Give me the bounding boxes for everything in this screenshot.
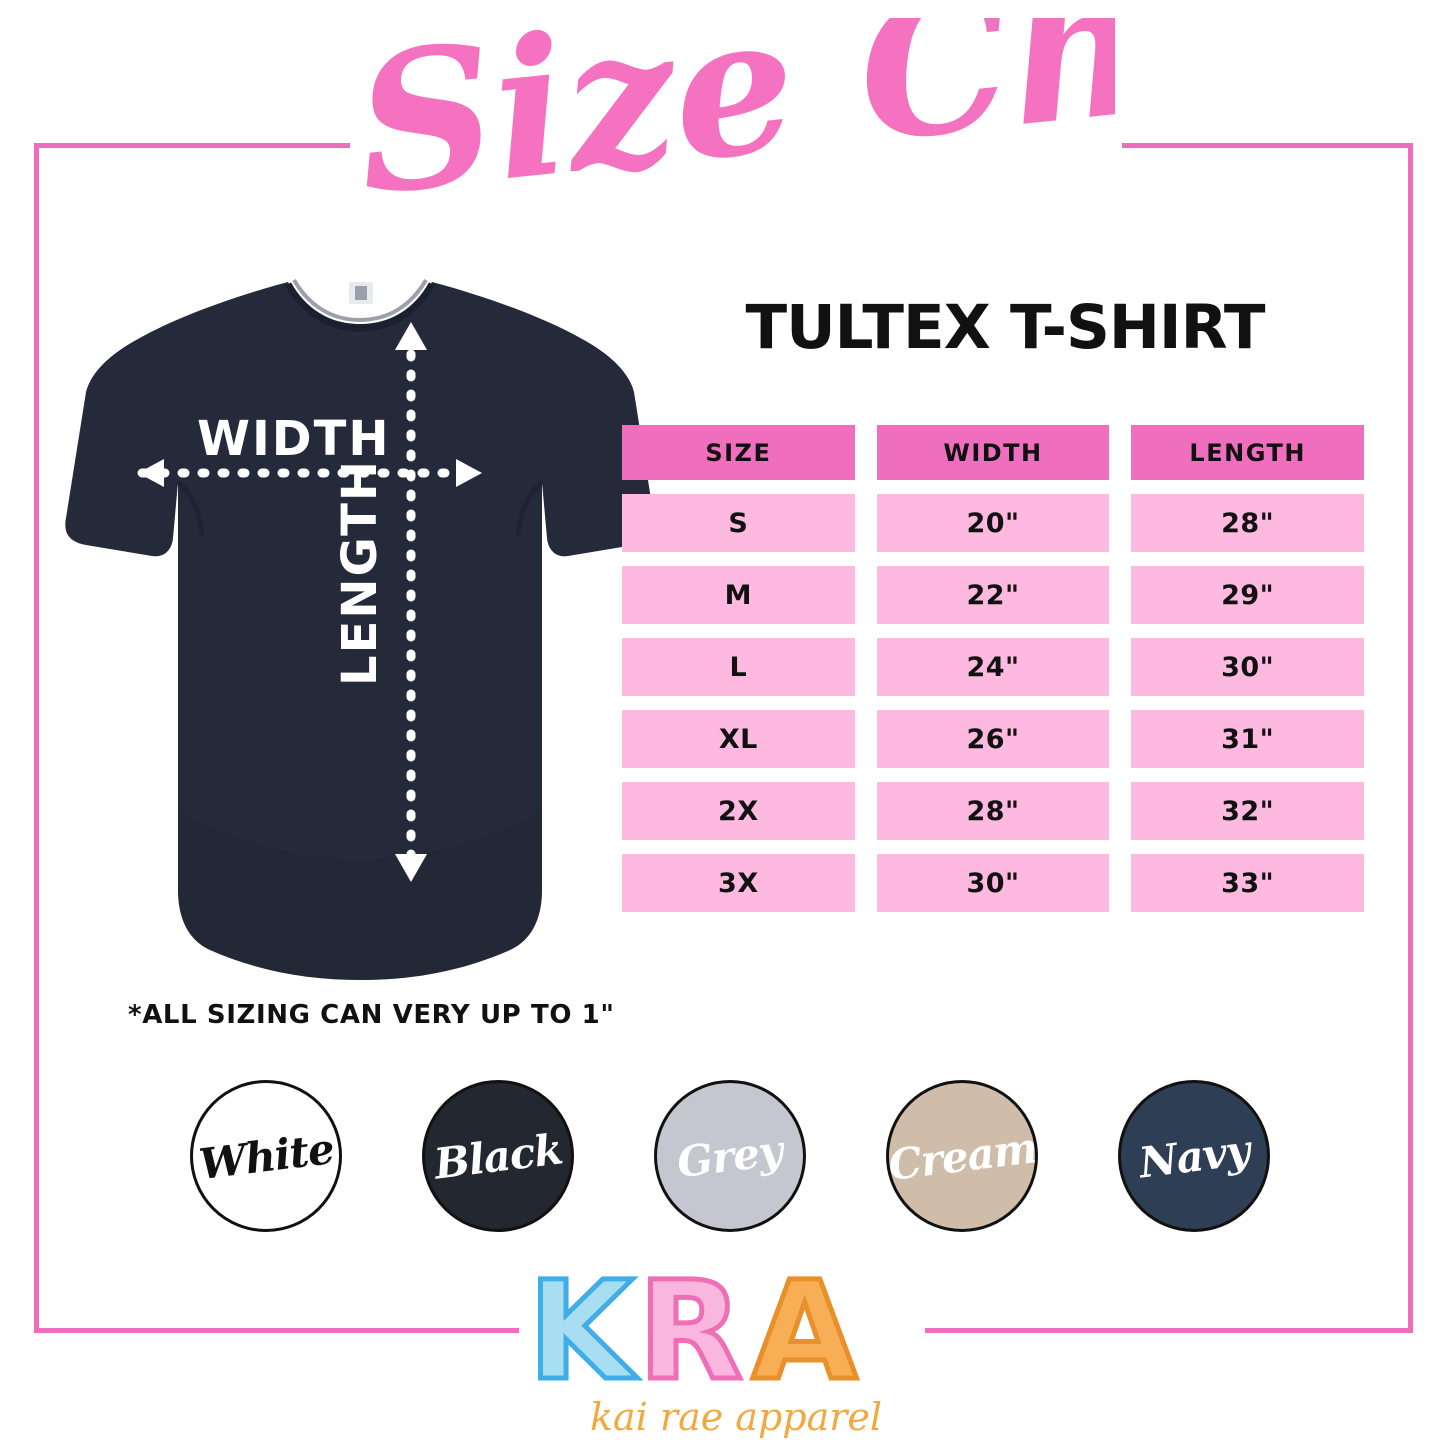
color-swatch-grey[interactable]: Grey	[654, 1080, 806, 1232]
tshirt-collar-highlight	[292, 278, 428, 323]
width-measure-arrow	[137, 459, 483, 487]
table-row: 2X 28" 32"	[622, 782, 1365, 840]
color-swatch-label: Grey	[674, 1125, 786, 1187]
cell-length: 31"	[1131, 710, 1365, 768]
color-swatch-label: White	[196, 1123, 336, 1189]
cell-width: 20"	[876, 494, 1110, 552]
logo-letter-r: R	[636, 1258, 746, 1414]
brand-logo: K R A kai rae apparel	[526, 1258, 883, 1439]
table-row: S 20" 28"	[622, 494, 1365, 552]
table-row: M 22" 29"	[622, 566, 1365, 624]
cell-width: 26"	[876, 710, 1110, 768]
cell-length: 29"	[1131, 566, 1365, 624]
table-row: L 24" 30"	[622, 638, 1365, 696]
neck-label-inner	[355, 286, 367, 300]
logo-letter-k: K	[526, 1258, 641, 1414]
table-row: XL 26" 31"	[622, 710, 1365, 768]
color-swatch-navy[interactable]: Navy	[1118, 1080, 1270, 1232]
color-swatch-label: Navy	[1136, 1124, 1252, 1188]
tshirt-sleeve-seam-right	[515, 480, 544, 537]
length-measure-arrow	[395, 322, 427, 882]
color-swatch-black[interactable]: Black	[422, 1080, 574, 1232]
frame-border-bottom-left	[34, 1328, 519, 1333]
length-label: LENGTH	[332, 459, 388, 686]
cell-size: S	[622, 494, 855, 552]
cell-size: L	[622, 638, 855, 696]
script-title-text: Size Chart	[355, 18, 1115, 238]
frame-border-left	[34, 143, 39, 1333]
sizing-disclaimer: *ALL SIZING CAN VERY UP TO 1"	[128, 1000, 615, 1030]
frame-border-top-right	[1122, 143, 1413, 148]
cell-width: 22"	[876, 566, 1110, 624]
cell-length: 32"	[1131, 782, 1365, 840]
tshirt-shading	[178, 810, 542, 980]
frame-border-right	[1408, 143, 1413, 1333]
frame-border-top-left	[34, 143, 350, 148]
svg-text:A: A	[752, 1258, 857, 1411]
color-swatch-white[interactable]: White	[190, 1080, 342, 1232]
cell-width: 30"	[876, 854, 1110, 912]
color-swatch-label: Cream	[886, 1122, 1038, 1190]
svg-text:K: K	[528, 1258, 638, 1411]
product-title: TULTEX T-SHIRT	[745, 292, 1266, 363]
cell-size: M	[622, 566, 855, 624]
cell-width: 28"	[876, 782, 1110, 840]
table-header-row: SIZE WIDTH LENGTH	[622, 425, 1365, 480]
tshirt-body	[65, 282, 655, 980]
cell-width: 24"	[876, 638, 1110, 696]
size-chart-script-title: Size Chart	[355, 18, 1115, 238]
tshirt-collar	[284, 282, 436, 332]
frame-border-bottom-right	[925, 1328, 1413, 1333]
tshirt-illustration: WIDTH LENGTH	[65, 278, 655, 980]
svg-text:R: R	[638, 1258, 743, 1411]
cell-size: XL	[622, 710, 855, 768]
cell-length: 30"	[1131, 638, 1365, 696]
cell-length: 28"	[1131, 494, 1365, 552]
cell-length: 33"	[1131, 854, 1365, 912]
column-header-size: SIZE	[622, 425, 855, 480]
tshirt-sleeve-seam-left	[176, 480, 205, 537]
color-swatch-list: White Black Grey Cream Navy	[190, 1080, 1270, 1232]
logo-tagline: kai rae apparel	[590, 1395, 882, 1439]
table-row: 3X 30" 33"	[622, 854, 1365, 912]
cell-size: 2X	[622, 782, 855, 840]
logo-letter-a: A	[750, 1258, 860, 1414]
color-swatch-cream[interactable]: Cream	[886, 1080, 1038, 1232]
cell-size: 3X	[622, 854, 855, 912]
page-title: Size Chart	[0, 0, 1445, 270]
column-header-length: LENGTH	[1131, 425, 1365, 480]
column-header-width: WIDTH	[876, 425, 1110, 480]
size-table: SIZE WIDTH LENGTH S 20" 28" M 22" 29" L …	[622, 425, 1365, 926]
color-swatch-label: Black	[431, 1123, 565, 1189]
width-label: WIDTH	[197, 411, 391, 467]
